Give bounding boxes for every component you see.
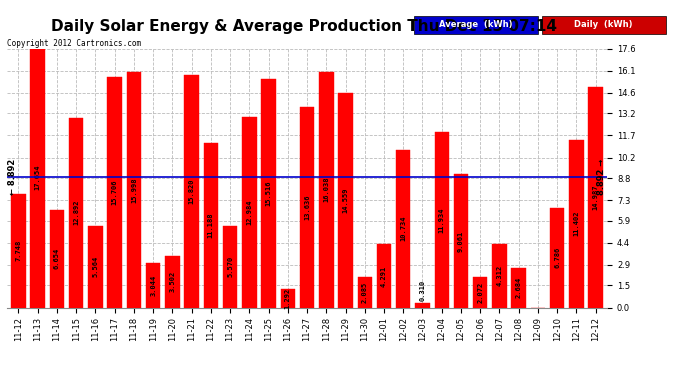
Bar [281, 288, 295, 308]
Text: 4.291: 4.291 [381, 266, 387, 286]
Text: 3.502: 3.502 [169, 271, 175, 292]
Text: 0.310: 0.310 [420, 279, 426, 301]
Bar [589, 87, 603, 308]
Text: 14.559: 14.559 [342, 188, 348, 213]
Text: 12.892: 12.892 [73, 200, 79, 225]
Text: 15.516: 15.516 [266, 181, 272, 206]
Text: 2.072: 2.072 [477, 282, 483, 303]
Text: 15.706: 15.706 [112, 179, 118, 205]
Bar [88, 226, 103, 308]
Text: 14.987: 14.987 [593, 184, 599, 210]
Text: 11.934: 11.934 [439, 207, 445, 232]
Text: 3.044: 3.044 [150, 274, 156, 296]
Text: 5.564: 5.564 [92, 256, 99, 277]
Text: 6.654: 6.654 [54, 248, 60, 269]
Bar [146, 263, 160, 308]
Text: 16.038: 16.038 [324, 177, 329, 203]
Bar [415, 303, 430, 307]
Bar [11, 194, 26, 308]
Text: 13.636: 13.636 [304, 195, 310, 220]
Text: 1.292: 1.292 [285, 287, 290, 309]
Text: 7.748: 7.748 [15, 240, 21, 261]
Text: 6.786: 6.786 [554, 247, 560, 268]
Text: Average  (kWh): Average (kWh) [440, 20, 513, 29]
Bar [435, 132, 449, 308]
Text: 17.654: 17.654 [34, 165, 41, 190]
Bar [30, 48, 45, 308]
Text: Daily Solar Energy & Average Production Thu Dec 13 07:14: Daily Solar Energy & Average Production … [50, 19, 557, 34]
Text: 9.061: 9.061 [458, 230, 464, 252]
Bar [454, 174, 469, 308]
Text: 12.984: 12.984 [246, 199, 253, 225]
Bar [262, 80, 276, 308]
Bar [492, 244, 506, 308]
Text: 11.402: 11.402 [573, 211, 580, 236]
Text: 10.734: 10.734 [400, 216, 406, 242]
Bar [569, 140, 584, 308]
Bar [204, 143, 218, 308]
Text: 15.820: 15.820 [188, 178, 195, 204]
Bar [511, 268, 526, 308]
Text: 15.998: 15.998 [131, 177, 137, 203]
Bar [473, 277, 487, 308]
Bar [338, 93, 353, 308]
Bar [184, 75, 199, 307]
Bar [50, 210, 64, 308]
Bar [319, 72, 333, 308]
Bar [127, 72, 141, 308]
Bar [300, 107, 314, 307]
Bar [357, 277, 372, 308]
Bar [242, 117, 257, 308]
Bar [223, 226, 237, 308]
Text: Daily  (kWh): Daily (kWh) [575, 20, 633, 29]
Text: 2.684: 2.684 [515, 277, 522, 298]
Text: 11.188: 11.188 [208, 213, 214, 238]
Text: 2.085: 2.085 [362, 282, 368, 303]
Text: 8.892 →: 8.892 → [598, 159, 607, 195]
Bar [396, 150, 411, 308]
Bar [108, 76, 122, 308]
Text: 4.312: 4.312 [496, 265, 502, 286]
Text: Copyright 2012 Cartronics.com: Copyright 2012 Cartronics.com [7, 39, 141, 48]
Bar [550, 208, 564, 308]
Text: 5.570: 5.570 [227, 256, 233, 277]
Text: ← 8.892: ← 8.892 [8, 159, 17, 195]
Bar [69, 118, 83, 308]
Bar [165, 256, 179, 307]
Bar [377, 244, 391, 308]
